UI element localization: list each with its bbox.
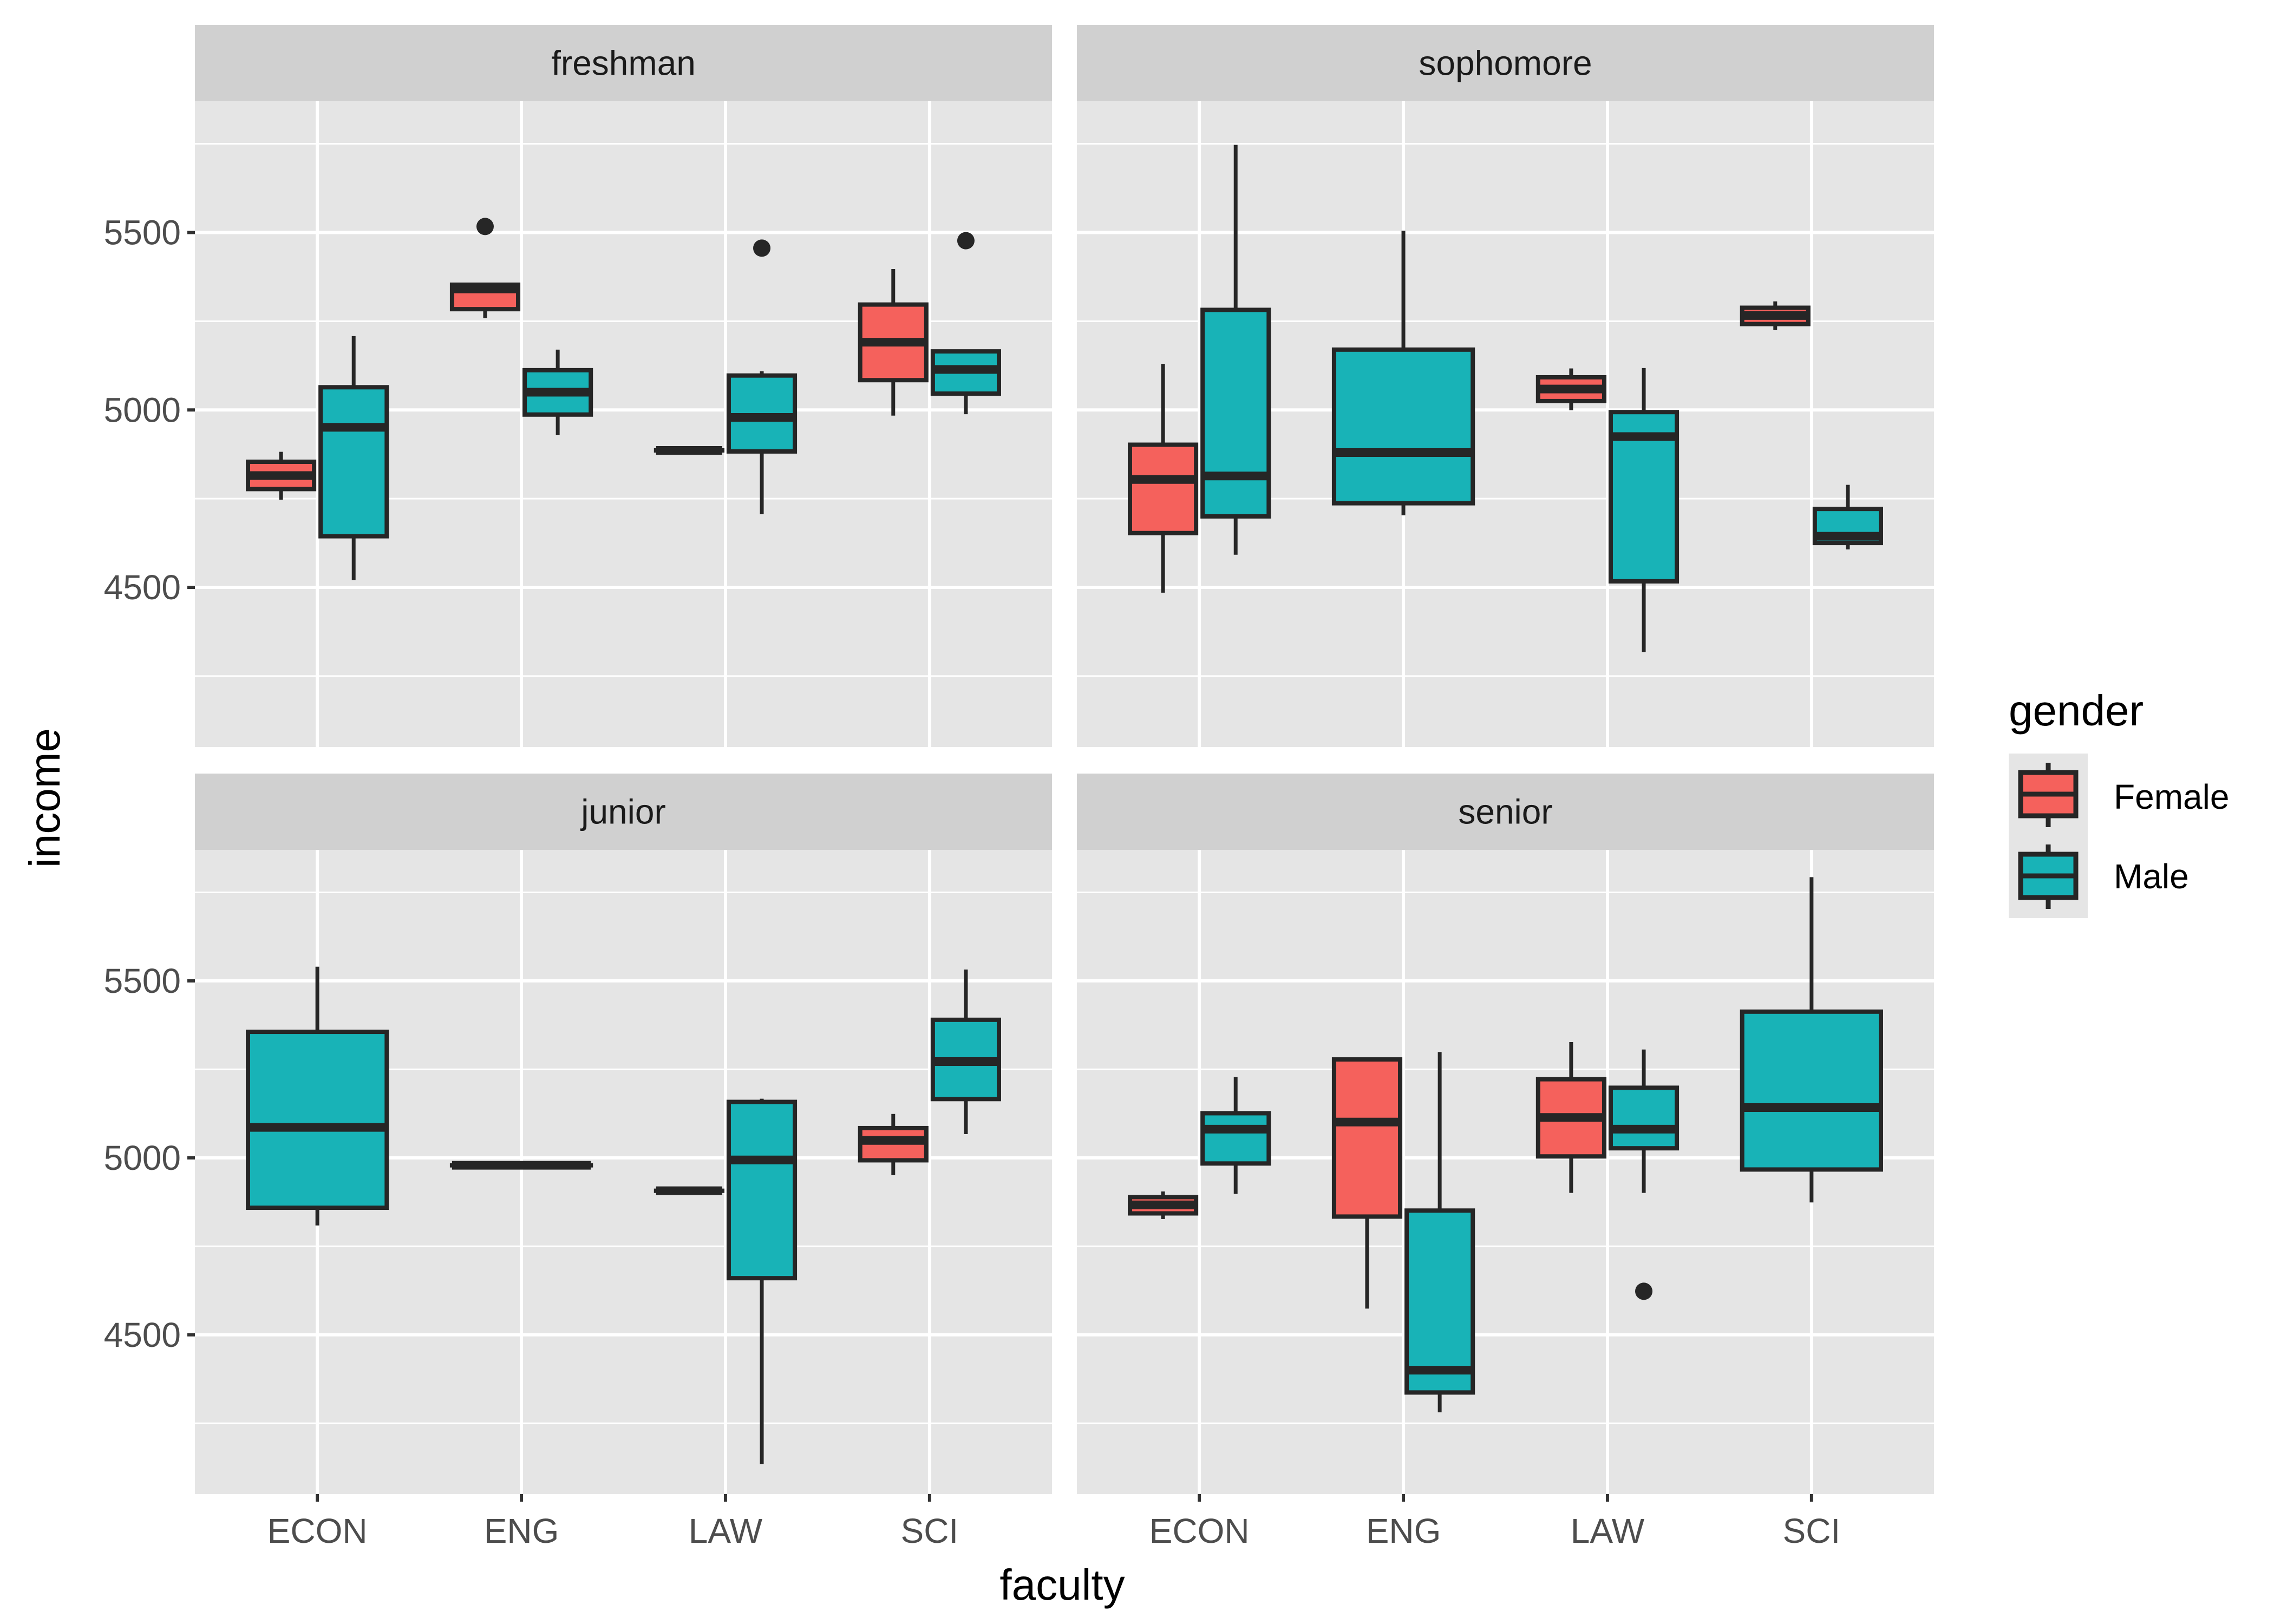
box-iqr — [1331, 1057, 1403, 1219]
x-tick-label: LAW — [1571, 1511, 1645, 1550]
x-tick-label: ECON — [1149, 1511, 1250, 1550]
x-tick-label: SCI — [1783, 1511, 1841, 1550]
x-tick-label: SCI — [901, 1511, 959, 1550]
legend-key-female — [2018, 763, 2079, 827]
box-iqr — [1404, 1208, 1475, 1395]
box-iqr — [1331, 347, 1475, 506]
legend-label-male: Male — [2114, 857, 2189, 896]
facet-strip — [1077, 774, 1934, 850]
y-tick-label: 5500 — [104, 213, 181, 252]
box-sophomore-SCI-Male — [1812, 484, 1884, 549]
facet-strip-label: freshman — [551, 44, 696, 83]
box-freshman-ENG-Male — [522, 349, 593, 435]
box-iqr — [726, 1099, 798, 1281]
box-iqr — [1127, 442, 1199, 535]
box-freshman-SCI-Male — [930, 232, 1002, 415]
legend-label-female: Female — [2114, 777, 2229, 816]
legend: gender Female Male — [2009, 686, 2229, 918]
y-tick-label: 4500 — [104, 568, 181, 607]
box-sophomore-LAW-Male — [1608, 368, 1680, 652]
box-sophomore-ECON-Female — [1127, 364, 1199, 593]
facet-panel-junior: junior 4500 5000 5500 ECON ENG LAW SCI — [104, 774, 1052, 1550]
y-axis-title: income — [21, 728, 69, 868]
box-iqr — [1740, 1009, 1884, 1172]
outlier-point — [476, 218, 494, 235]
x-tick-label: ECON — [267, 1511, 368, 1550]
box-iqr — [1608, 1085, 1680, 1151]
box-senior-ENG-Female — [1331, 1057, 1403, 1309]
outlier-point — [957, 232, 975, 250]
legend-key-male — [2018, 844, 2079, 909]
box-iqr — [245, 1030, 389, 1210]
box-junior-LAW-Male — [726, 1098, 798, 1464]
facet-strip-label: sophomore — [1419, 44, 1592, 83]
box-freshman-ECON-Female — [245, 451, 317, 500]
box-sophomore-LAW-Female — [1535, 368, 1606, 410]
y-tick-label: 4500 — [104, 1315, 181, 1354]
box-sophomore-ENG-Male — [1331, 231, 1475, 515]
facet-panel-freshman: freshman 4500 5000 5500 — [104, 25, 1052, 747]
box-senior-LAW-Male — [1608, 1049, 1680, 1300]
facet-panels: freshman 4500 5000 5500 sophomore junior 4500 5… — [104, 25, 1934, 1550]
legend-title: gender — [2009, 686, 2144, 735]
x-axis-title: faculty — [999, 1561, 1125, 1609]
facet-strip-label: junior — [580, 793, 666, 831]
box-senior-SCI-Male — [1740, 877, 1884, 1203]
box-iqr — [1200, 1111, 1271, 1166]
panel-background — [1077, 850, 1934, 1494]
y-tick-label: 5000 — [104, 390, 181, 429]
x-tick-label: ENG — [1366, 1511, 1441, 1550]
box-freshman-SCI-Female — [858, 269, 929, 416]
facet-strip — [195, 774, 1052, 850]
box-senior-ECON-Female — [1127, 1191, 1199, 1219]
y-tick-label: 5500 — [104, 961, 181, 1000]
y-tick-label: 5000 — [104, 1138, 181, 1177]
box-junior-ECON-Male — [245, 966, 389, 1226]
box-freshman-ECON-Male — [318, 336, 389, 580]
box-iqr — [318, 385, 389, 539]
box-sophomore-ECON-Male — [1200, 145, 1271, 555]
box-sophomore-SCI-Female — [1740, 301, 1811, 330]
outlier-point — [1635, 1282, 1653, 1300]
box-senior-ENG-Male — [1404, 1052, 1475, 1412]
facet-panel-senior: senior ECON ENG LAW SCI — [1077, 774, 1934, 1550]
box-iqr — [1200, 307, 1271, 519]
facet-strip — [1077, 25, 1934, 101]
facet-panel-sophomore: sophomore — [1077, 25, 1934, 747]
box-freshman-LAW-Male — [726, 239, 798, 514]
box-senior-ECON-Male — [1200, 1077, 1271, 1194]
box-junior-SCI-Female — [858, 1114, 929, 1175]
box-senior-LAW-Female — [1535, 1042, 1606, 1193]
box-freshman-ENG-Female — [449, 218, 521, 318]
outlier-point — [753, 239, 771, 257]
x-tick-label: ENG — [484, 1511, 559, 1550]
x-tick-label: LAW — [689, 1511, 763, 1550]
facet-strip — [195, 25, 1052, 101]
facet-strip-label: senior — [1458, 793, 1552, 831]
box-junior-SCI-Male — [930, 970, 1002, 1135]
